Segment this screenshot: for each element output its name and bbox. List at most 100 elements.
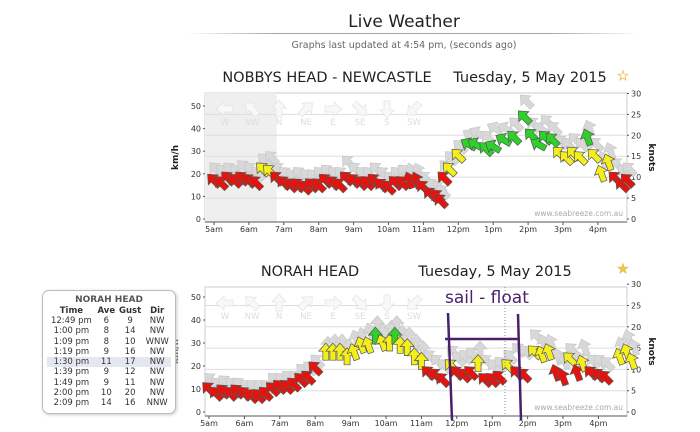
station-table-title: NORAH HEAD xyxy=(75,295,143,305)
gust-arrow xyxy=(575,137,591,153)
wind-arrow xyxy=(517,368,533,384)
star-filled-icon[interactable]: ★ xyxy=(617,262,629,278)
x-tick-label: 7am xyxy=(275,225,293,234)
compass-e-icon xyxy=(324,101,343,117)
compass-ne-icon xyxy=(297,296,313,312)
y-tick-label: 30 xyxy=(191,339,201,348)
compass-n-icon xyxy=(271,99,287,118)
compass-label: NE xyxy=(300,312,312,322)
cell-gust: 17 xyxy=(116,357,144,368)
compass-label: S xyxy=(384,312,389,322)
cell-ave: 8 xyxy=(103,336,110,347)
x-tick-label: 5am xyxy=(205,225,223,234)
wind-arrow xyxy=(563,352,579,368)
right-tick-label: 20 xyxy=(631,131,641,140)
right-tick-label: 25 xyxy=(631,302,641,311)
x-tick-label: 2pm xyxy=(519,419,537,428)
compass-n-icon xyxy=(271,293,287,312)
wind-arrow xyxy=(360,336,376,355)
compass-label: NW xyxy=(245,118,260,128)
right-axis-label: knots xyxy=(646,337,656,365)
x-tick-label: 11am xyxy=(412,225,435,234)
gust-arrow xyxy=(509,117,525,133)
wind-arrow xyxy=(600,153,616,172)
cell-gust: 12 xyxy=(124,367,136,378)
compass-nw-icon xyxy=(245,296,261,312)
cell-time: 12:49 pm xyxy=(50,316,92,326)
compass-label: NE xyxy=(300,118,312,128)
right-tick-label: 20 xyxy=(631,323,641,332)
x-tick-label: 9am xyxy=(342,419,360,428)
gust-arrow xyxy=(600,356,616,372)
compass-label: S xyxy=(384,118,389,128)
chart-title: NORAH HEAD xyxy=(261,264,359,280)
right-axis-label: knots xyxy=(646,143,656,171)
cell-time: 1:00 pm xyxy=(53,326,90,337)
gust-arrow xyxy=(503,350,519,366)
x-tick-label: 11am xyxy=(410,419,433,428)
y-tick-label: 40 xyxy=(191,316,201,325)
wind-arrow xyxy=(579,128,595,147)
wind-arrow xyxy=(517,110,533,126)
wind-arrow xyxy=(569,363,585,382)
cell-time: 2:00 pm xyxy=(53,388,90,399)
y-tick-label: 0 xyxy=(196,408,201,417)
compass-sw-icon xyxy=(407,100,423,116)
wind-arrow xyxy=(555,368,571,387)
y-tick-label: 50 xyxy=(191,102,201,111)
cell-dir: NW xyxy=(149,316,165,326)
wind-arrow xyxy=(598,370,614,386)
wind-arrow xyxy=(399,338,416,356)
cell-dir: NW xyxy=(149,367,165,378)
y-tick-label: 0 xyxy=(196,215,201,224)
table-row: 2:09 pm 14 16 NNW xyxy=(47,398,171,408)
compass-label: SE xyxy=(355,118,366,128)
x-tick-label: 1pm xyxy=(483,419,501,428)
cell-gust: 9 xyxy=(127,316,133,326)
wind-arrow xyxy=(573,151,589,167)
table-row: 1:19 pm 9 16 NW xyxy=(47,347,171,357)
right-tick-label: 15 xyxy=(631,152,641,161)
cell-gust: 14 xyxy=(124,326,136,337)
cell-ave: 9 xyxy=(103,346,110,357)
cell-ave: 10 xyxy=(100,388,112,399)
wind-arrow xyxy=(437,171,453,187)
wind-arrow xyxy=(387,326,403,345)
wind-arrow xyxy=(301,370,317,386)
wind-arrow xyxy=(308,361,324,377)
x-tick-label: 12pm xyxy=(445,419,468,428)
annotation-bracket xyxy=(445,312,523,421)
column-header-time: Time xyxy=(59,306,84,316)
cell-dir: NW xyxy=(149,326,165,337)
compass-label: NW xyxy=(245,312,260,322)
right-tick-label: 30 xyxy=(631,280,641,289)
compass-s-icon xyxy=(379,294,395,313)
cell-ave: 14 xyxy=(100,398,112,409)
wind-arrow xyxy=(442,162,458,178)
wind-arrow xyxy=(620,173,636,189)
wind-arrow xyxy=(624,352,640,371)
wind-arrow xyxy=(434,194,450,210)
wind-arrow xyxy=(495,132,513,147)
wind-arrow xyxy=(541,343,556,362)
wind-arrow xyxy=(545,133,561,149)
x-tick-label: 10am xyxy=(377,225,400,234)
x-tick-label: 2pm xyxy=(519,225,537,234)
x-tick-label: 7am xyxy=(271,419,289,428)
station-readings-table: Time Ave Gust Dir 12:49 pm 6 9 NW 1:00 pm 8 14 NW 1… xyxy=(47,306,171,409)
compass-w-icon xyxy=(215,101,234,117)
gust-arrow xyxy=(547,121,563,137)
cell-gust: 10 xyxy=(124,336,136,347)
x-tick-label: 1pm xyxy=(484,225,502,234)
x-tick-label: 6am xyxy=(236,419,254,428)
station-readings-popup: NORAH HEAD Time Ave Gust Dir 12:49 pm 6 9 NW 1:… xyxy=(42,290,176,414)
y-axis-label: km/h xyxy=(171,339,181,364)
compass-label: SW xyxy=(407,312,421,322)
star-outline-icon[interactable]: ★ xyxy=(617,69,629,85)
compass-label: N xyxy=(276,312,282,322)
cell-gust: 11 xyxy=(124,377,136,388)
right-tick-label: 10 xyxy=(631,365,641,374)
cell-time: 1:19 pm xyxy=(53,346,90,357)
